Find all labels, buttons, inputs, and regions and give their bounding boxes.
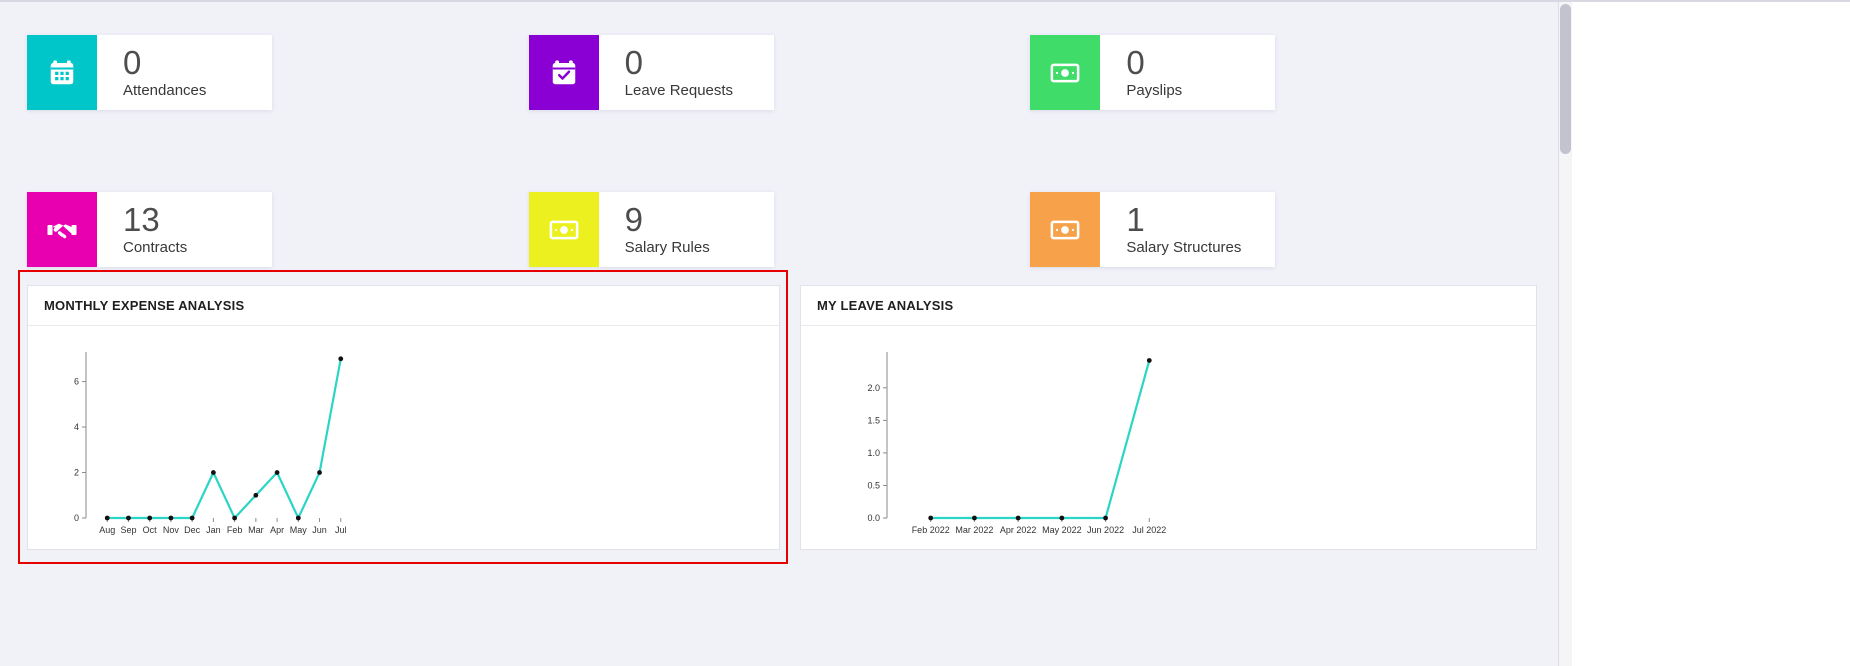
stat-label: Payslips bbox=[1126, 81, 1183, 99]
stat-card-body: 13 Contracts bbox=[97, 192, 272, 267]
stat-card-salary-structures[interactable]: 1 Salary Structures bbox=[1030, 192, 1276, 267]
stat-card-body: 0 Payslips bbox=[1100, 35, 1276, 110]
stat-label: Salary Rules bbox=[624, 238, 710, 256]
svg-text:0.5: 0.5 bbox=[867, 480, 880, 490]
svg-text:May: May bbox=[290, 525, 308, 535]
chart-area: 0 2 4 6 Aug Sep Oct Nov Dec Jan Feb Mar Apr May Jun Jul bbox=[28, 326, 779, 544]
svg-text:1.5: 1.5 bbox=[867, 415, 880, 425]
stat-card-body: 0 Attendances bbox=[97, 35, 272, 110]
chart-area: 0.0 0.5 1.0 1.5 2.0 Feb 2022 Mar 2022 Apr 2022 M… bbox=[801, 326, 1536, 544]
handshake-icon bbox=[27, 192, 97, 267]
stat-label: Salary Structures bbox=[1126, 238, 1242, 256]
stat-card-payslips[interactable]: 0 Payslips bbox=[1030, 35, 1276, 110]
svg-text:May 2022: May 2022 bbox=[1042, 525, 1082, 535]
stat-value: 0 bbox=[123, 43, 142, 81]
stat-label: Leave Requests bbox=[624, 81, 734, 99]
stat-value: 13 bbox=[123, 200, 160, 238]
svg-text:Jun 2022: Jun 2022 bbox=[1087, 525, 1124, 535]
stat-value: 1 bbox=[1126, 200, 1145, 238]
svg-text:1.0: 1.0 bbox=[867, 448, 880, 458]
stat-value: 0 bbox=[1126, 43, 1145, 81]
panel-header: MY LEAVE ANALYSIS bbox=[801, 286, 1536, 326]
chart-panels-row: MONTHLY EXPENSE ANALYSIS 0 2 4 6 Aug Sep Oct No… bbox=[27, 285, 1545, 550]
svg-text:Jul: Jul bbox=[335, 525, 347, 535]
panel-header: MONTHLY EXPENSE ANALYSIS bbox=[28, 286, 779, 326]
svg-text:Jun: Jun bbox=[312, 525, 327, 535]
money-bill-icon bbox=[1030, 192, 1101, 267]
svg-text:Oct: Oct bbox=[143, 525, 158, 535]
svg-text:Dec: Dec bbox=[184, 525, 201, 535]
svg-text:Jan: Jan bbox=[206, 525, 221, 535]
stat-card-leave-requests[interactable]: 0 Leave Requests bbox=[528, 35, 774, 110]
stat-card-attendances[interactable]: 0 Attendances bbox=[27, 35, 272, 110]
stat-cards-grid: 0 Attendances 0 Leave Requests 0 bbox=[0, 2, 1572, 267]
leave-line-chart: 0.0 0.5 1.0 1.5 2.0 Feb 2022 Mar 2022 Apr 2022 M… bbox=[867, 352, 1166, 535]
calendar-check-icon bbox=[528, 35, 599, 110]
scrollbar-thumb[interactable] bbox=[1560, 4, 1571, 154]
svg-text:2.0: 2.0 bbox=[867, 383, 880, 393]
stat-card-body: 0 Leave Requests bbox=[598, 35, 774, 110]
vertical-scrollbar[interactable] bbox=[1558, 2, 1572, 666]
svg-text:Aug: Aug bbox=[99, 525, 115, 535]
stat-value: 0 bbox=[624, 43, 644, 81]
calendar-icon bbox=[27, 35, 97, 110]
svg-text:Feb 2022: Feb 2022 bbox=[912, 525, 950, 535]
svg-text:0.0: 0.0 bbox=[867, 513, 880, 523]
stat-value: 9 bbox=[624, 200, 644, 238]
stat-card-body: 1 Salary Structures bbox=[1100, 192, 1276, 267]
leave-analysis-panel: MY LEAVE ANALYSIS 0.0 0.5 1.0 1.5 2.0 Feb 202… bbox=[800, 285, 1537, 550]
money-bill-icon bbox=[1030, 35, 1101, 110]
stat-card-salary-rules[interactable]: 9 Salary Rules bbox=[528, 192, 774, 267]
svg-text:Apr: Apr bbox=[270, 525, 284, 535]
svg-text:Sep: Sep bbox=[120, 525, 136, 535]
panel-title: MONTHLY EXPENSE ANALYSIS bbox=[44, 298, 245, 313]
panel-title: MY LEAVE ANALYSIS bbox=[817, 298, 954, 313]
stat-label: Attendances bbox=[123, 81, 207, 99]
stat-label: Contracts bbox=[123, 238, 188, 256]
svg-text:Feb: Feb bbox=[227, 525, 243, 535]
outside-window-area bbox=[1572, 2, 1850, 666]
money-bill-icon bbox=[528, 192, 599, 267]
svg-text:Mar 2022: Mar 2022 bbox=[955, 525, 993, 535]
svg-text:2: 2 bbox=[74, 468, 79, 478]
dashboard-content: 0 Attendances 0 Leave Requests 0 bbox=[0, 2, 1572, 666]
svg-text:4: 4 bbox=[74, 422, 79, 432]
stat-card-body: 9 Salary Rules bbox=[598, 192, 774, 267]
svg-text:Mar: Mar bbox=[248, 525, 264, 535]
svg-text:6: 6 bbox=[74, 377, 79, 387]
monthly-expense-panel: MONTHLY EXPENSE ANALYSIS 0 2 4 6 Aug Sep Oct No… bbox=[27, 285, 780, 550]
svg-text:0: 0 bbox=[74, 513, 79, 523]
stat-card-contracts[interactable]: 13 Contracts bbox=[27, 192, 272, 267]
expense-line-chart: 0 2 4 6 Aug Sep Oct Nov Dec Jan Feb Mar Apr May Jun Jul bbox=[74, 352, 347, 535]
svg-text:Jul 2022: Jul 2022 bbox=[1132, 525, 1166, 535]
svg-text:Apr 2022: Apr 2022 bbox=[1000, 525, 1037, 535]
svg-text:Nov: Nov bbox=[163, 525, 180, 535]
